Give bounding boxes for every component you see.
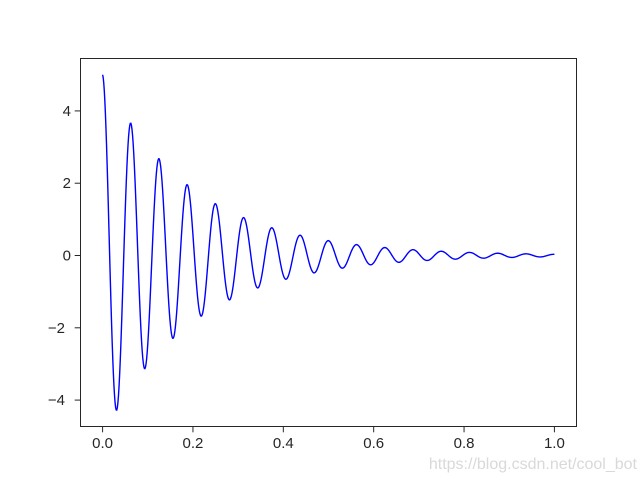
svg-text:4: 4 [63, 103, 71, 120]
svg-text:0.0: 0.0 [92, 435, 113, 452]
svg-text:0: 0 [63, 248, 71, 265]
svg-text:1.0: 1.0 [544, 435, 565, 452]
svg-text:2: 2 [63, 175, 71, 192]
svg-text:−4: −4 [48, 392, 65, 409]
svg-text:−2: −2 [48, 320, 65, 337]
svg-text:0.2: 0.2 [183, 435, 204, 452]
svg-text:https://blog.csdn.net/cool_bot: https://blog.csdn.net/cool_bot [429, 456, 638, 473]
svg-text:0.6: 0.6 [363, 435, 384, 452]
svg-text:0.8: 0.8 [454, 435, 475, 452]
svg-text:0.4: 0.4 [273, 435, 294, 452]
